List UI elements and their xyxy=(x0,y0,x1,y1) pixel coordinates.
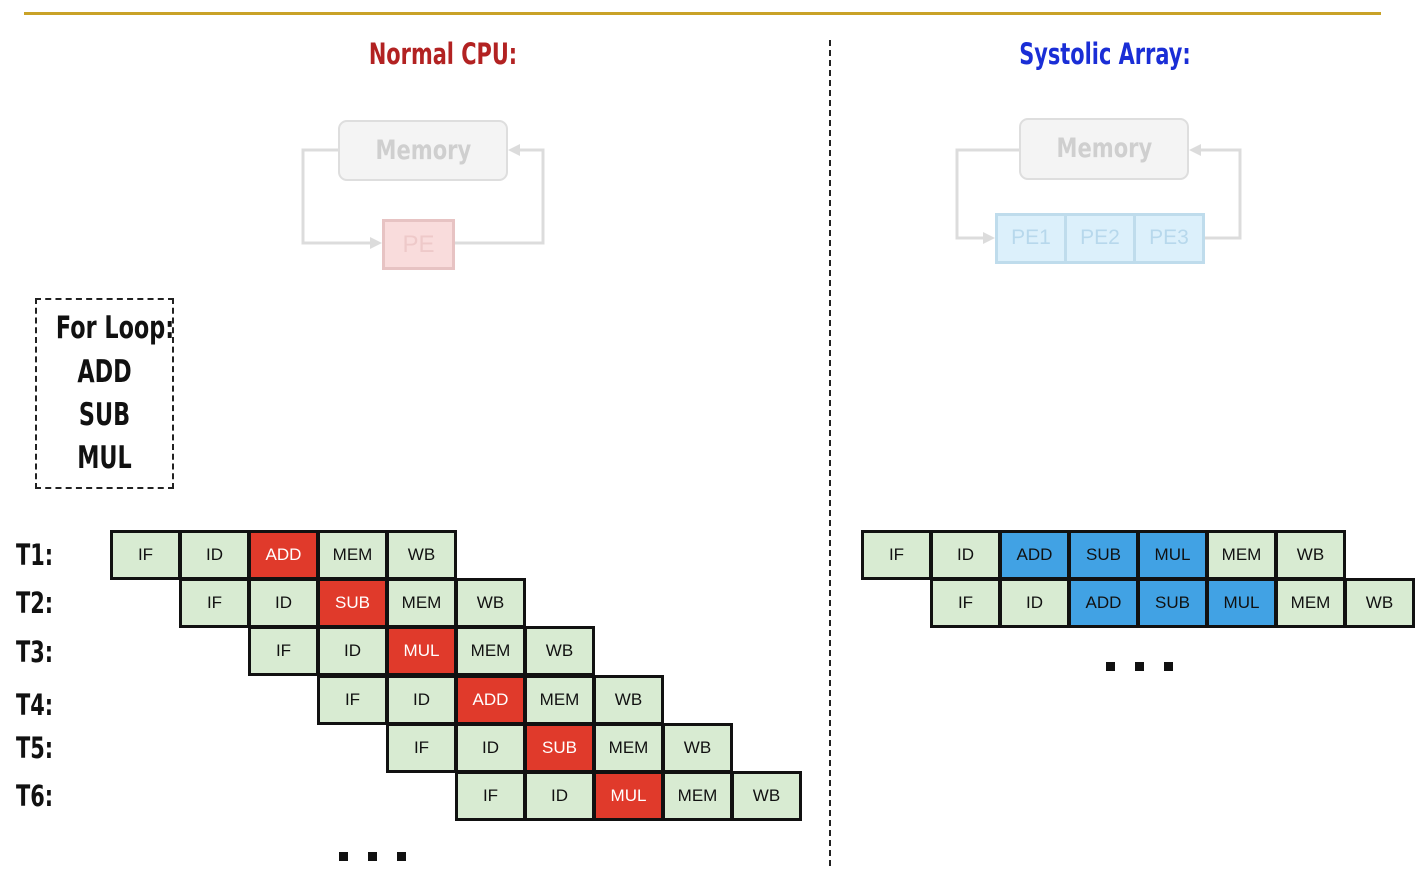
pipeline-stage-wb: WB xyxy=(387,531,456,579)
pipeline-stage-id: ID xyxy=(456,724,525,772)
pipeline-stage-wb: WB xyxy=(663,724,732,772)
pipeline-stage-mul: MUL xyxy=(1138,531,1207,579)
pipeline-stage-id: ID xyxy=(180,531,249,579)
pipeline-stage-id: ID xyxy=(525,772,594,820)
pipeline-stage-mem: MEM xyxy=(387,579,456,627)
pipeline-stage-mem: MEM xyxy=(1207,531,1276,579)
top-rule xyxy=(24,12,1381,15)
systolic-ellipsis-dot xyxy=(1164,662,1173,671)
pipeline-stage-mul: MUL xyxy=(594,772,663,820)
pipeline-stage-mem: MEM xyxy=(1276,579,1345,627)
time-label-t5: T5: xyxy=(16,731,54,765)
time-label-t6: T6: xyxy=(16,779,54,813)
time-label-t1: T1: xyxy=(16,538,54,572)
pipeline-stage-wb: WB xyxy=(456,579,525,627)
pipeline-stage-wb: WB xyxy=(1276,531,1345,579)
pe1-label: PE1 xyxy=(1011,226,1051,249)
pipeline-stage-mul: MUL xyxy=(1207,579,1276,627)
pipeline-stage-mem: MEM xyxy=(663,772,732,820)
pipeline-stage-if: IF xyxy=(249,627,318,675)
section-divider xyxy=(829,40,831,866)
time-label-t2: T2: xyxy=(16,586,54,620)
for-loop-title: For Loop: xyxy=(55,310,175,346)
pipeline-stage-add: ADD xyxy=(1069,579,1138,627)
pipeline-stage-wb: WB xyxy=(594,676,663,724)
cpu-pe-box: PE xyxy=(382,219,455,270)
pipeline-stage-if: IF xyxy=(862,531,931,579)
cpu-pe-label: PE xyxy=(402,231,435,258)
pe2-box: PE2 xyxy=(1064,213,1136,264)
pipeline-stage-mem: MEM xyxy=(318,531,387,579)
pipeline-stage-if: IF xyxy=(318,676,387,724)
cpu-ellipsis-dot xyxy=(397,852,406,861)
pipeline-stage-sub: SUB xyxy=(525,724,594,772)
pipeline-stage-wb: WB xyxy=(1345,579,1414,627)
loop-op-mul: MUL xyxy=(77,440,132,476)
cpu-ellipsis-dot xyxy=(339,852,348,861)
cpu-memory-box: Memory xyxy=(338,120,508,181)
for-loop-box: For Loop: ADD SUB MUL xyxy=(35,298,174,489)
pipeline-stage-if: IF xyxy=(931,579,1000,627)
time-label-t4: T4: xyxy=(16,688,54,722)
pipeline-stage-id: ID xyxy=(249,579,318,627)
pipeline-stage-id: ID xyxy=(931,531,1000,579)
pipeline-stage-mem: MEM xyxy=(594,724,663,772)
systolic-ellipsis-dot xyxy=(1135,662,1144,671)
pipeline-stage-id: ID xyxy=(1000,579,1069,627)
cpu-memory-label: Memory xyxy=(375,135,471,166)
pe2-label: PE2 xyxy=(1080,226,1120,249)
pipeline-stage-mem: MEM xyxy=(525,676,594,724)
systolic-memory-box: Memory xyxy=(1019,118,1189,180)
systolic-memory-label: Memory xyxy=(1056,133,1152,164)
systolic-array-title: Systolic Array: xyxy=(1019,37,1191,71)
pipeline-stage-sub: SUB xyxy=(1138,579,1207,627)
loop-op-add: ADD xyxy=(77,354,132,390)
pipeline-stage-mem: MEM xyxy=(456,627,525,675)
pipeline-stage-add: ADD xyxy=(456,676,525,724)
pipeline-stage-wb: WB xyxy=(525,627,594,675)
normal-cpu-title: Normal CPU: xyxy=(368,37,518,71)
pe3-box: PE3 xyxy=(1133,213,1205,264)
pe1-box: PE1 xyxy=(995,213,1067,264)
pipeline-stage-sub: SUB xyxy=(318,579,387,627)
pipeline-stage-sub: SUB xyxy=(1069,531,1138,579)
time-label-t3: T3: xyxy=(16,635,54,669)
systolic-ellipsis-dot xyxy=(1106,662,1115,671)
pipeline-stage-id: ID xyxy=(318,627,387,675)
pipeline-stage-if: IF xyxy=(111,531,180,579)
pe3-label: PE3 xyxy=(1149,226,1189,249)
pipeline-stage-if: IF xyxy=(180,579,249,627)
pipeline-stage-mul: MUL xyxy=(387,627,456,675)
pipeline-stage-if: IF xyxy=(456,772,525,820)
pipeline-stage-if: IF xyxy=(387,724,456,772)
pipeline-stage-id: ID xyxy=(387,676,456,724)
cpu-ellipsis-dot xyxy=(368,852,377,861)
pipeline-stage-wb: WB xyxy=(732,772,801,820)
loop-op-sub: SUB xyxy=(78,397,131,433)
pipeline-stage-add: ADD xyxy=(249,531,318,579)
pipeline-stage-add: ADD xyxy=(1000,531,1069,579)
